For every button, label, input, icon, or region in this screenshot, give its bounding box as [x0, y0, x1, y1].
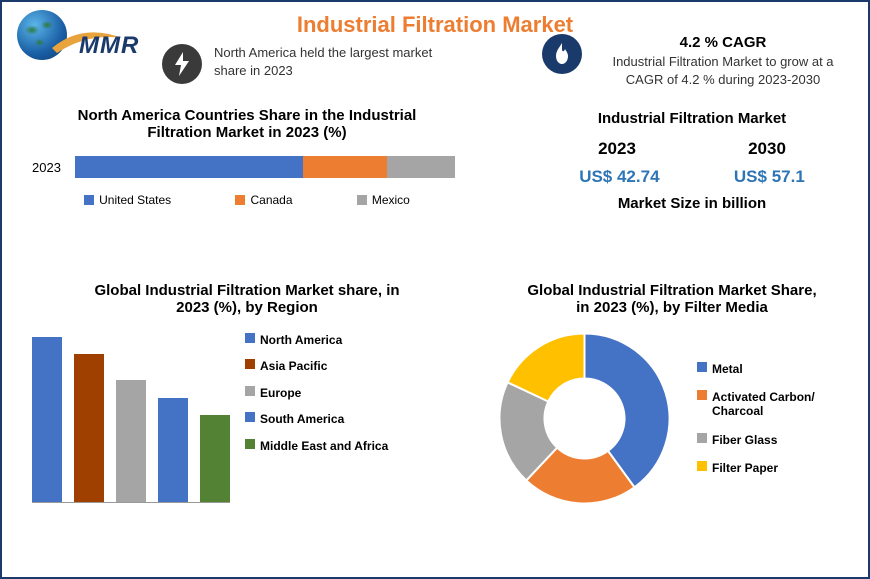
legend-swatch — [245, 386, 255, 396]
bar-chart-region: Global Industrial Filtration Market shar… — [32, 282, 462, 503]
legend-swatch — [235, 195, 245, 205]
legend-item: United States — [84, 193, 171, 207]
stacked-bar-row: 2023 — [32, 156, 462, 178]
legend-item: South America — [245, 412, 388, 426]
donut-area: Metal Activated Carbon/ Charcoal Fiber Gl… — [492, 326, 852, 511]
donut-chart: Global Industrial Filtration Market Shar… — [492, 282, 852, 511]
legend-label: Metal — [712, 362, 743, 376]
legend-item: Asia Pacific — [245, 359, 388, 373]
stacked-segment — [75, 156, 303, 178]
donut-chart-title: Global Industrial Filtration Market Shar… — [492, 282, 852, 316]
bar-legend: North America Asia Pacific Europe South Ame… — [245, 328, 388, 503]
legend-swatch — [697, 362, 707, 372]
highlight-right-content: 4.2 % CAGR Industrial Filtration Market … — [594, 34, 852, 89]
bar — [200, 415, 230, 502]
page-title: Industrial Filtration Market — [297, 12, 573, 38]
legend-item: Fiber Glass — [697, 433, 842, 447]
legend-item: Mexico — [357, 193, 410, 207]
bar-chart-title: Global Industrial Filtration Market shar… — [32, 282, 462, 316]
brand-text: MMR — [79, 32, 139, 60]
stacked-segment — [303, 156, 387, 178]
cagr-text: Industrial Filtration Market to grow at … — [594, 53, 852, 89]
legend-item: Filter Paper — [697, 461, 842, 475]
legend-label: Filter Paper — [712, 461, 778, 475]
highlight-cagr: 4.2 % CAGR Industrial Filtration Market … — [542, 34, 852, 89]
donut-legend: Metal Activated Carbon/ Charcoal Fiber Gl… — [697, 362, 842, 476]
legend-label: Canada — [250, 193, 292, 207]
legend-label: Activated Carbon/ Charcoal — [712, 390, 842, 419]
legend-item: Metal — [697, 362, 842, 376]
bar — [74, 354, 104, 502]
market-size-title: Industrial Filtration Market — [542, 110, 842, 127]
stacked-bar — [75, 156, 455, 178]
value-2030: US$ 57.1 — [734, 167, 805, 187]
legend-label: United States — [99, 193, 171, 207]
legend-item: Europe — [245, 386, 388, 400]
stacked-chart: North America Countries Share in the Ind… — [32, 107, 462, 207]
legend-label: North America — [260, 333, 342, 347]
bars-container — [32, 328, 230, 503]
year-2023: 2023 — [598, 139, 636, 159]
bar — [158, 398, 188, 502]
legend-swatch — [245, 412, 255, 422]
brand-logo: MMR — [17, 10, 67, 60]
legend-swatch — [697, 433, 707, 443]
legend-item: Middle East and Africa — [245, 439, 388, 453]
legend-swatch — [84, 195, 94, 205]
bar-chart-area: North America Asia Pacific Europe South Ame… — [32, 328, 462, 503]
legend-swatch — [357, 195, 367, 205]
legend-item: Activated Carbon/ Charcoal — [697, 390, 842, 419]
legend-label: Middle East and Africa — [260, 439, 388, 453]
legend-swatch — [245, 333, 255, 343]
cagr-title: 4.2 % CAGR — [594, 34, 852, 51]
legend-label: Asia Pacific — [260, 359, 327, 373]
donut-svg — [492, 326, 677, 511]
bar — [116, 380, 146, 502]
legend-swatch — [245, 439, 255, 449]
market-size-caption: Market Size in billion — [542, 195, 842, 212]
market-size-values: US$ 42.74 US$ 57.1 — [542, 167, 842, 187]
legend-label: Europe — [260, 386, 301, 400]
legend-item: Canada — [235, 193, 292, 207]
legend-swatch — [245, 359, 255, 369]
bar — [32, 337, 62, 502]
year-2030: 2030 — [748, 139, 786, 159]
legend-label: Fiber Glass — [712, 433, 777, 447]
flame-icon — [542, 34, 582, 74]
highlight-left-text: North America held the largest market sh… — [214, 44, 462, 80]
legend-swatch — [697, 390, 707, 400]
value-2023: US$ 42.74 — [579, 167, 659, 187]
stacked-chart-title: North America Countries Share in the Ind… — [32, 107, 462, 141]
stacked-segment — [387, 156, 455, 178]
market-size-years: 2023 2030 — [542, 139, 842, 159]
legend-label: South America — [260, 412, 344, 426]
highlight-north-america: North America held the largest market sh… — [162, 44, 462, 84]
title-text: Industrial Filtration Market — [297, 12, 573, 37]
stacked-legend: United States Canada Mexico — [32, 193, 462, 207]
legend-item: North America — [245, 333, 388, 347]
bolt-icon — [162, 44, 202, 84]
legend-swatch — [697, 461, 707, 471]
stacked-y-label: 2023 — [32, 160, 67, 175]
market-size-block: Industrial Filtration Market 2023 2030 U… — [542, 110, 842, 212]
legend-label: Mexico — [372, 193, 410, 207]
